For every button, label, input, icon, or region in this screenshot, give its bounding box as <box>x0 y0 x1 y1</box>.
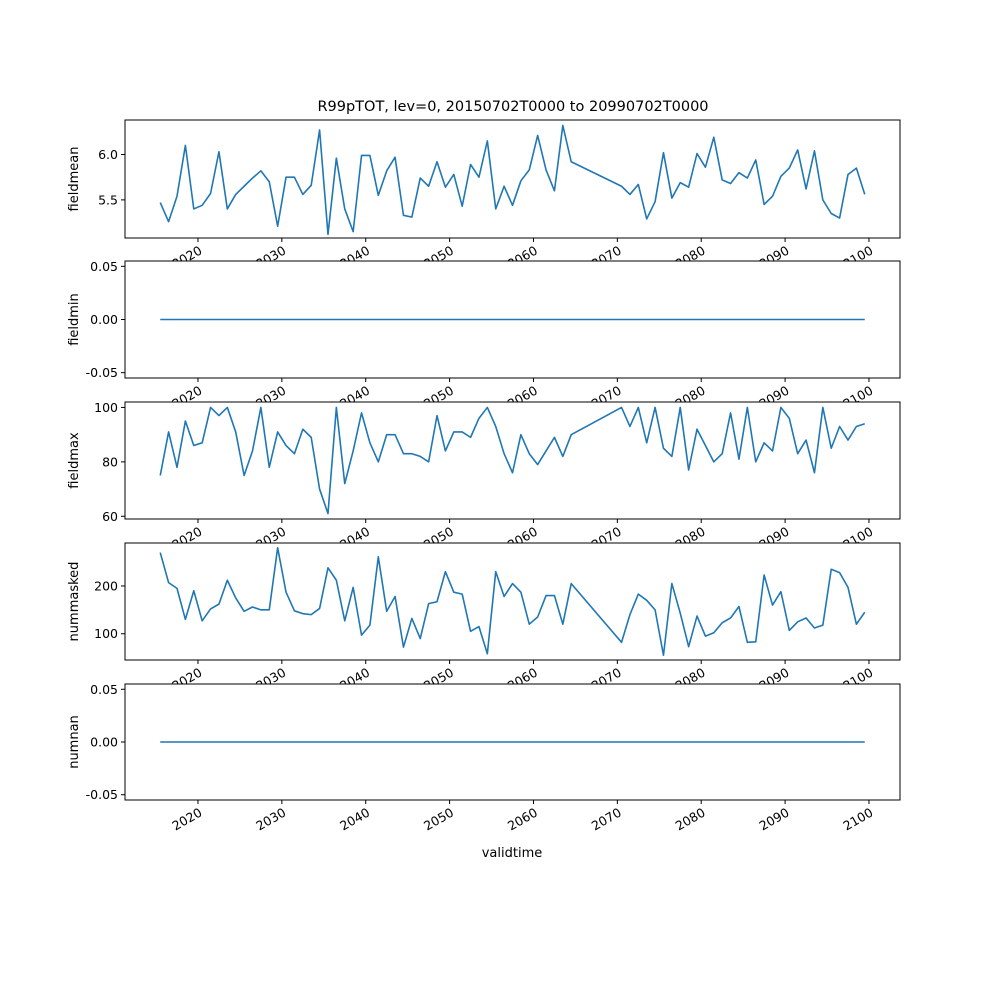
y-tick-label: 80 <box>102 454 118 469</box>
series-line-nummasked <box>159 546 866 657</box>
y-tick-label: 200 <box>94 578 118 593</box>
axes-frame <box>124 542 901 661</box>
y-axis-label: fieldmean <box>67 147 82 212</box>
y-tick-label: 6.0 <box>98 147 118 162</box>
y-tick-label: 100 <box>94 626 118 641</box>
y-axis-label: fieldmax <box>67 432 82 489</box>
y-axis-label: fieldmin <box>67 293 82 346</box>
y-tick-label: 0.05 <box>90 682 118 697</box>
y-tick-label: 60 <box>102 509 118 524</box>
y-axis-label: nummasked <box>67 562 82 642</box>
chart-title: R99pTOT, lev=0, 20150702T0000 to 2099070… <box>317 99 708 115</box>
y-tick-label: 0.05 <box>90 259 118 274</box>
series-line-fieldmax <box>159 406 866 515</box>
axes-frame <box>124 401 901 520</box>
y-tick-label: 0.00 <box>90 735 118 750</box>
y-axis-label: numnan <box>67 715 82 769</box>
y-tick-label: -0.05 <box>86 787 118 802</box>
y-tick-label: 5.5 <box>98 192 118 207</box>
axes-background <box>125 402 900 519</box>
y-tick-label: 0.00 <box>90 312 118 327</box>
series-line-fieldmean <box>159 124 866 236</box>
axes-frame <box>124 119 901 239</box>
y-tick-label: 100 <box>94 400 118 415</box>
y-tick-label: -0.05 <box>86 365 118 380</box>
x-axis-label: validtime <box>482 846 543 861</box>
